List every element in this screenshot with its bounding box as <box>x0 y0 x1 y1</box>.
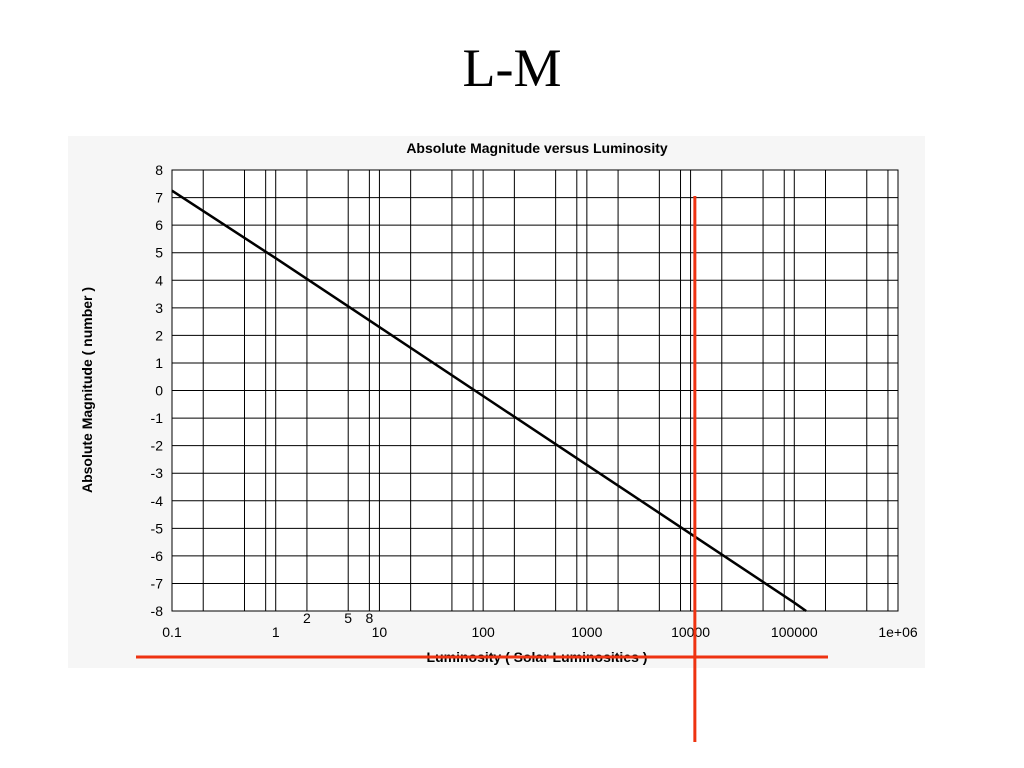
overlay-lines <box>136 196 828 742</box>
y-tick-label: -5 <box>151 520 164 536</box>
x-tick-label: 10000 <box>671 624 710 640</box>
x-tick-label: 100000 <box>771 624 818 640</box>
x-tick-label: 100 <box>471 624 495 640</box>
y-tick-label: -7 <box>151 575 164 591</box>
chart-title: Absolute Magnitude versus Luminosity <box>406 140 668 156</box>
y-tick-label: 4 <box>155 272 163 288</box>
series-line <box>171 189 807 613</box>
y-tick-label: -4 <box>151 493 164 509</box>
x-tick-label: 10 <box>372 624 388 640</box>
slide-title: L-M <box>462 38 562 98</box>
x-tick-label: 1 <box>272 624 280 640</box>
y-tick-label: -6 <box>151 548 164 564</box>
x-minor-label: 2 <box>303 610 311 626</box>
y-tick-label: 5 <box>155 245 163 261</box>
x-tick-label: 1000 <box>571 624 602 640</box>
y-tick-label: 7 <box>155 190 163 206</box>
series <box>171 189 807 613</box>
y-tick-label: -1 <box>151 410 164 426</box>
x-tick-label: 1e+06 <box>878 624 918 640</box>
y-tick-label: -2 <box>151 438 164 454</box>
y-tick-label: 0 <box>155 383 163 399</box>
y-tick-label: 3 <box>155 300 163 316</box>
x-minor-label: 8 <box>365 610 373 626</box>
y-tick-label: 8 <box>155 162 163 178</box>
x-tick-label: 0.1 <box>162 624 182 640</box>
x-minor-label: 5 <box>344 610 352 626</box>
y-axis-title: Absolute Magnitude ( number ) <box>79 287 95 493</box>
y-tick-label: -3 <box>151 465 164 481</box>
y-tick-label: -8 <box>151 603 164 619</box>
y-tick-label: 1 <box>155 355 163 371</box>
y-tick-label: 2 <box>155 327 163 343</box>
y-tick-label: 6 <box>155 217 163 233</box>
